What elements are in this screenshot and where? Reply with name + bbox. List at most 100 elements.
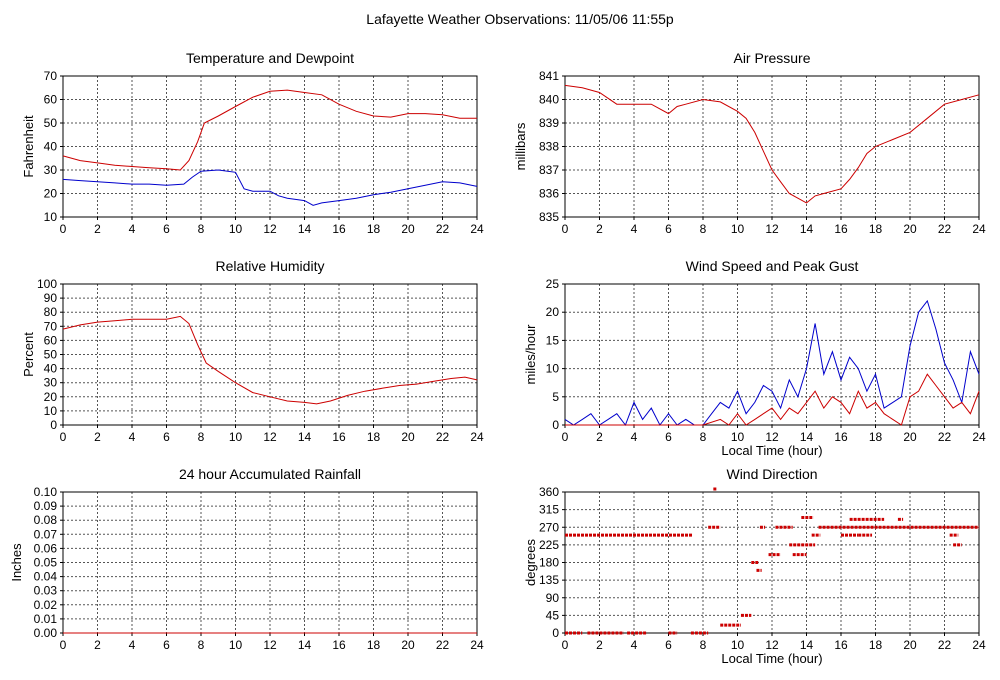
y-tick-label: 835: [539, 210, 559, 224]
x-tick-label: 18: [367, 430, 381, 444]
y-tick-label: 40: [44, 362, 58, 376]
x-tick-label: 12: [765, 222, 779, 236]
y-tick-label: 15: [546, 333, 560, 347]
x-tick-label: 0: [60, 430, 67, 444]
x-tick-label: 22: [436, 638, 450, 652]
y-axis-label: degrees: [523, 539, 538, 586]
x-tick-label: 8: [198, 638, 205, 652]
y-tick-label: 45: [546, 608, 560, 622]
x-tick-label: 0: [60, 222, 67, 236]
x-tick-label: 14: [800, 222, 814, 236]
y-tick-label: 839: [539, 116, 559, 130]
y-tick-label: 0.05: [34, 556, 58, 570]
x-tick-label: 6: [163, 638, 170, 652]
series-line-1: [62, 169, 478, 206]
x-tick-label: 14: [800, 430, 814, 444]
y-tick-label: 40: [44, 140, 58, 154]
y-tick-label: 0: [552, 418, 559, 432]
x-tick-label: 2: [94, 222, 101, 236]
x-tick-label: 12: [263, 430, 277, 444]
x-tick-label: 4: [129, 430, 136, 444]
y-tick-label: 135: [539, 573, 559, 587]
x-tick-label: 6: [163, 430, 170, 444]
x-tick-label: 6: [163, 222, 170, 236]
x-tick-label: 8: [700, 638, 707, 652]
y-tick-label: 30: [44, 376, 58, 390]
x-tick-label: 20: [903, 222, 917, 236]
y-tick-label: 0.09: [34, 499, 58, 513]
x-tick-label: 16: [332, 430, 346, 444]
y-tick-label: 80: [44, 305, 58, 319]
x-tick-label: 18: [367, 222, 381, 236]
x-tick-label: 16: [834, 222, 848, 236]
x-tick-label: 16: [332, 222, 346, 236]
x-tick-label: 10: [229, 222, 243, 236]
series-line-0: [564, 84, 980, 204]
x-tick-label: 22: [938, 638, 952, 652]
y-tick-label: 0: [50, 418, 57, 432]
x-tick-label: 8: [700, 430, 707, 444]
x-tick-label: 12: [765, 430, 779, 444]
y-axis-label: Fahrenheit: [21, 115, 36, 178]
y-tick-label: 837: [539, 163, 559, 177]
y-tick-label: 10: [546, 362, 560, 376]
x-tick-label: 2: [94, 430, 101, 444]
y-tick-label: 70: [44, 69, 58, 83]
y-tick-label: 20: [44, 390, 58, 404]
x-tick-label: 18: [869, 222, 883, 236]
x-tick-label: 20: [903, 430, 917, 444]
x-tick-label: 24: [470, 638, 484, 652]
x-tick-label: 12: [263, 222, 277, 236]
x-tick-label: 22: [938, 222, 952, 236]
x-tick-label: 2: [596, 430, 603, 444]
y-tick-label: 0.02: [34, 598, 58, 612]
y-tick-label: 225: [539, 538, 559, 552]
chart-title: Temperature and Dewpoint: [186, 50, 354, 66]
y-tick-label: 20: [44, 187, 58, 201]
y-tick-label: 50: [44, 116, 58, 130]
chart-title: Wind Direction: [726, 466, 817, 482]
y-tick-label: 20: [546, 305, 560, 319]
x-tick-label: 18: [869, 430, 883, 444]
x-tick-label: 24: [972, 222, 986, 236]
x-tick-label: 0: [562, 430, 569, 444]
y-tick-label: 25: [546, 277, 560, 291]
x-tick-label: 16: [834, 638, 848, 652]
x-tick-label: 10: [731, 638, 745, 652]
x-tick-label: 10: [731, 222, 745, 236]
x-tick-label: 4: [129, 222, 136, 236]
y-axis-label: Percent: [21, 332, 36, 377]
x-axis-label: Local Time (hour): [721, 443, 822, 458]
y-tick-label: 0.10: [34, 485, 58, 499]
series-line-0: [62, 315, 478, 405]
y-tick-label: 840: [539, 93, 559, 107]
x-axis-label: Local Time (hour): [721, 651, 822, 666]
x-tick-label: 16: [332, 638, 346, 652]
x-tick-label: 8: [198, 222, 205, 236]
chart-title: Wind Speed and Peak Gust: [686, 258, 859, 274]
y-tick-label: 360: [539, 485, 559, 499]
x-tick-label: 2: [596, 222, 603, 236]
y-tick-label: 0.08: [34, 513, 58, 527]
x-tick-label: 4: [631, 430, 638, 444]
x-tick-label: 24: [972, 430, 986, 444]
y-tick-label: 30: [44, 163, 58, 177]
y-tick-label: 10: [44, 404, 58, 418]
y-tick-label: 60: [44, 333, 58, 347]
x-tick-label: 20: [401, 430, 415, 444]
x-tick-label: 14: [298, 222, 312, 236]
x-tick-label: 20: [401, 638, 415, 652]
x-tick-label: 6: [665, 430, 672, 444]
x-tick-label: 18: [367, 638, 381, 652]
chart-title: Relative Humidity: [216, 258, 325, 274]
x-tick-label: 10: [229, 430, 243, 444]
y-tick-label: 836: [539, 187, 559, 201]
chart-title: 24 hour Accumulated Rainfall: [179, 466, 361, 482]
x-tick-label: 10: [229, 638, 243, 652]
y-tick-label: 0.07: [34, 527, 58, 541]
y-tick-label: 838: [539, 140, 559, 154]
x-tick-label: 6: [665, 222, 672, 236]
